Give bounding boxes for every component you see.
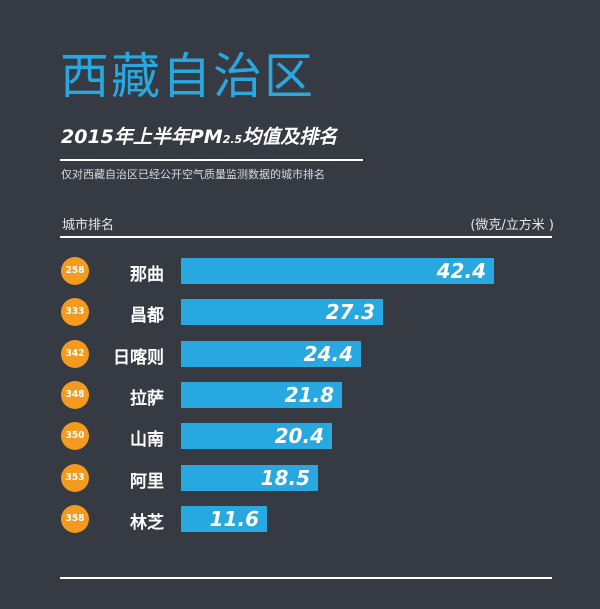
chart-row: 358 林芝 11.6 — [0, 504, 600, 534]
rank-badge: 342 — [61, 339, 89, 368]
subtitle-subscript: 2.5 — [222, 133, 243, 146]
chart-row: 348 拉萨 21.8 — [0, 380, 600, 410]
chart-row: 350 山南 20.4 — [0, 421, 600, 451]
city-label: 那曲 — [130, 265, 164, 285]
bar-value-label: 18.5 — [260, 465, 310, 490]
bar-value-label: 11.6 — [209, 506, 259, 531]
bar: 21.8 — [181, 381, 342, 408]
bar: 42.4 — [181, 258, 494, 284]
bar-value-label: 27.3 — [325, 300, 375, 325]
bar: 24.4 — [181, 340, 361, 367]
city-label: 林芝 — [130, 512, 164, 533]
chart-row: 333 昌都 27.3 — [0, 297, 600, 327]
bar-value-label: 20.4 — [274, 424, 324, 449]
column-header-unit: (微克/立方米 ) — [470, 218, 554, 233]
rank-badge: 353 — [61, 463, 89, 492]
chart-row: 258 那曲 42.4 — [0, 256, 600, 286]
chart-row: 353 阿里 18.5 — [0, 463, 600, 493]
rank-badge: 348 — [61, 380, 89, 409]
bar: 20.4 — [181, 423, 332, 450]
rank-badge: 350 — [61, 422, 89, 451]
rank-badge: 333 — [61, 298, 89, 327]
column-header-city-rank: 城市排名 — [62, 218, 115, 233]
bottom-divider — [60, 577, 552, 579]
bar: 27.3 — [181, 299, 383, 326]
rank-badge: 258 — [61, 257, 89, 285]
page-title: 西藏自治区 — [60, 48, 316, 105]
city-label: 山南 — [130, 430, 164, 451]
chart-row: 342 日喀则 24.4 — [0, 339, 600, 369]
title-divider — [60, 159, 363, 161]
bar-value-label: 42.4 — [436, 259, 486, 283]
bar-value-label: 21.8 — [284, 382, 334, 407]
subtitle-rest: 均值及排名 — [242, 126, 338, 148]
city-label: 昌都 — [130, 306, 164, 327]
subtitle-main: 2015年上半年PM — [61, 126, 223, 148]
chart-description: 仅对西藏自治区已经公开空气质量监测数据的城市排名 — [61, 168, 325, 181]
city-label: 阿里 — [130, 471, 164, 492]
header-divider — [60, 236, 552, 238]
bar: 11.6 — [181, 505, 267, 532]
bar-value-label: 24.4 — [303, 341, 353, 366]
city-label: 日喀则 — [113, 347, 164, 368]
rank-badge: 358 — [61, 504, 89, 533]
city-label: 拉萨 — [130, 388, 164, 409]
bar: 18.5 — [181, 464, 318, 491]
chart-subtitle: 2015年上半年PM2.5均值及排名 — [61, 122, 337, 149]
